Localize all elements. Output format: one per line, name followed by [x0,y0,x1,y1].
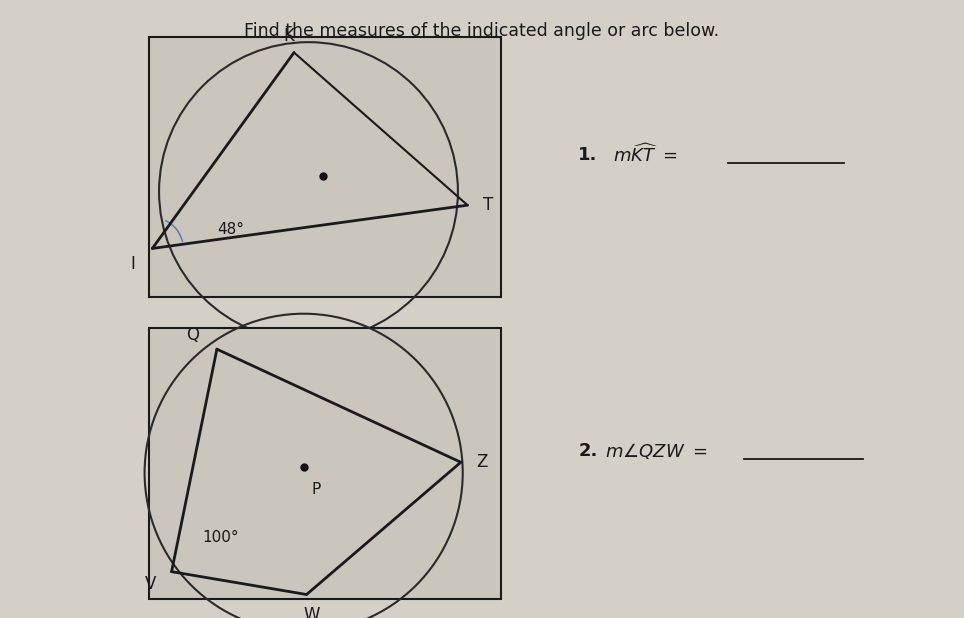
Bar [149,328,501,599]
Text: Find the measures of the indicated angle or arc below.: Find the measures of the indicated angle… [245,22,719,40]
Text: T: T [483,196,494,214]
Text: W: W [303,606,320,618]
Text: P: P [311,482,321,497]
Text: 100°: 100° [202,530,239,545]
Text: 1.: 1. [578,145,598,164]
Text: I: I [130,255,135,273]
Text: 48°: 48° [217,222,244,237]
Text: $m\widehat{KT}\ =$: $m\widehat{KT}\ =$ [613,143,678,166]
Text: V: V [145,575,156,593]
Text: Q: Q [187,326,200,344]
Bar [149,37,501,297]
Text: $m\angle QZW\ =$: $m\angle QZW\ =$ [605,441,708,461]
Text: Z: Z [476,453,488,472]
Text: 2.: 2. [578,442,598,460]
Text: K: K [283,27,295,45]
